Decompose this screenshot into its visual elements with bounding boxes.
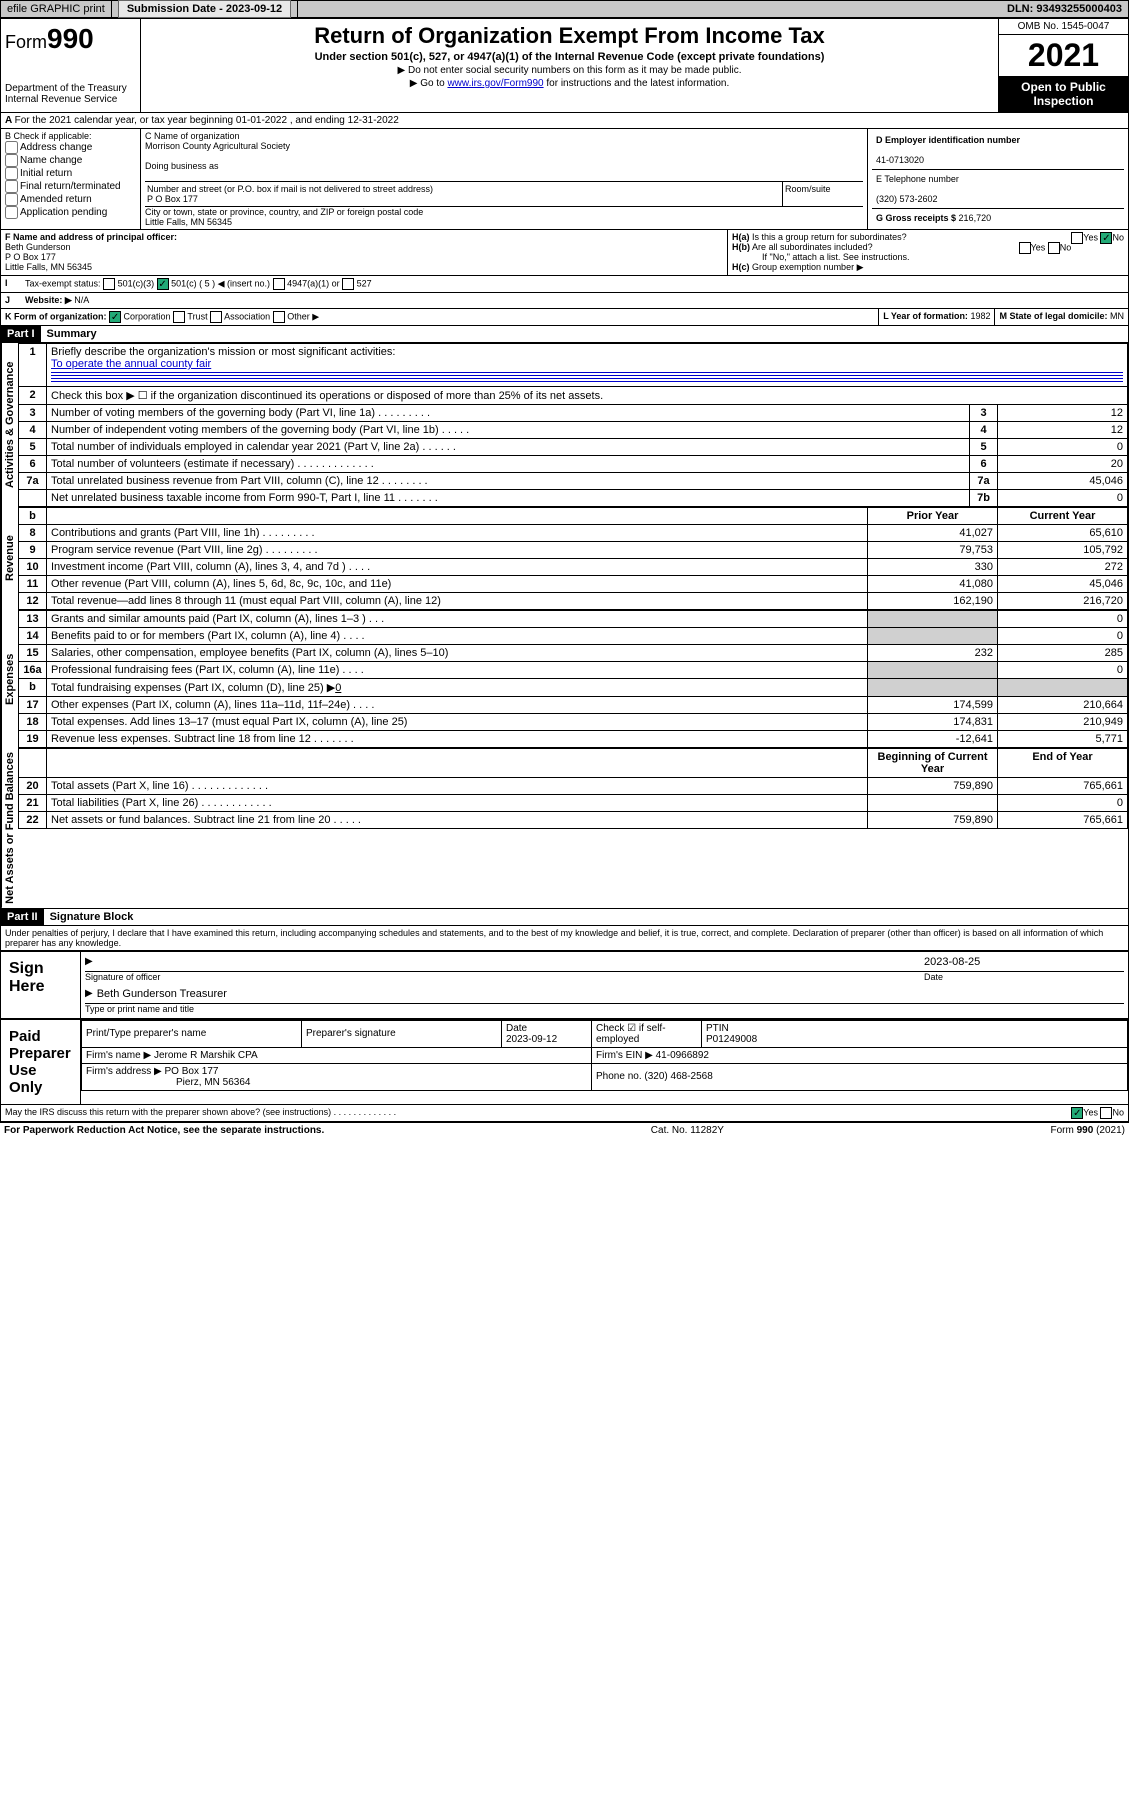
- sign-date: 2023-08-25: [924, 956, 1124, 971]
- part-i-header: Part I: [1, 326, 41, 342]
- h-a: H(a) Is this a group return for subordin…: [732, 232, 1124, 242]
- tax-exempt-status: Tax-exempt status: 501(c)(3) ✓ 501(c) ( …: [21, 276, 1128, 292]
- self-employed: Check ☑ if self-employed: [592, 1020, 702, 1047]
- room-suite: Room/suite: [783, 182, 863, 207]
- form-header: Form990 Department of the Treasury Inter…: [0, 18, 1129, 113]
- discuss-answer: ✓Yes No: [1067, 1105, 1128, 1121]
- cb-final-return[interactable]: Final return/terminated: [5, 180, 136, 193]
- line-a: A For the 2021 calendar year, or tax yea…: [1, 113, 403, 128]
- form-footer: Form 990 (2021): [1051, 1125, 1125, 1136]
- bcy-hdr: Beginning of Current Year: [868, 749, 998, 778]
- vlabel-netassets: Net Assets or Fund Balances: [1, 748, 18, 908]
- cb-amended-return[interactable]: Amended return: [5, 193, 136, 206]
- principal-officer: F Name and address of principal officer:…: [5, 232, 723, 272]
- vlabel-activities: Activities & Governance: [1, 343, 18, 507]
- type-name-lbl: Type or print name and title: [85, 1004, 1124, 1014]
- cb-application-pending[interactable]: Application pending: [5, 206, 136, 219]
- ein-block: D Employer identification number41-07130…: [872, 131, 1124, 170]
- preparer-sig-hdr: Preparer's signature: [302, 1020, 502, 1047]
- eoy-hdr: End of Year: [998, 749, 1128, 778]
- goto-note: ▶ Go to www.irs.gov/Form990 for instruct…: [145, 78, 994, 89]
- cat-no: Cat. No. 11282Y: [651, 1125, 724, 1136]
- line-16b: Total fundraising expenses (Part IX, col…: [47, 679, 868, 697]
- mission-link[interactable]: To operate the annual county fair: [51, 358, 211, 370]
- vlabel-expenses: Expenses: [1, 610, 18, 748]
- form-990-label: Form990: [5, 23, 136, 55]
- state-domicile: M State of legal domicile: MN: [995, 309, 1128, 325]
- open-inspection: Open to PublicInspection: [999, 76, 1128, 112]
- section-b-title: B Check if applicable:: [5, 131, 136, 141]
- perjury-declaration: Under penalties of perjury, I declare th…: [1, 926, 1128, 950]
- firm-name: Firm's name ▶ Jerome R Marshik CPA: [82, 1047, 592, 1063]
- cb-address-change[interactable]: Address change: [5, 141, 136, 154]
- paperwork-notice: For Paperwork Reduction Act Notice, see …: [4, 1125, 324, 1136]
- date-lbl: Date: [924, 972, 1124, 982]
- irs-label: Internal Revenue Service: [5, 94, 136, 105]
- firm-ein: Firm's EIN ▶ 41-0966892: [592, 1047, 1128, 1063]
- officer-name: Beth Gunderson Treasurer: [97, 988, 227, 1003]
- prior-year-hdr: Prior Year: [868, 508, 998, 525]
- dln: DLN: 93493255000403: [1001, 1, 1128, 17]
- vlabel-revenue: Revenue: [1, 507, 18, 610]
- ssn-note: ▶ Do not enter social security numbers o…: [145, 65, 994, 76]
- submission-date-button[interactable]: Submission Date - 2023-09-12: [118, 0, 291, 18]
- sig-officer-lbl: Signature of officer: [85, 972, 924, 982]
- year-formation: L Year of formation: 1982: [878, 309, 995, 325]
- org-name-block: C Name of organizationMorrison County Ag…: [145, 131, 863, 182]
- line-2: Check this box ▶ ☐ if the organization d…: [47, 387, 1128, 405]
- firm-phone: Phone no. (320) 468-2568: [592, 1063, 1128, 1090]
- ptin: PTINP01249008: [702, 1020, 1128, 1047]
- cb-name-change[interactable]: Name change: [5, 154, 136, 167]
- form-subtitle: Under section 501(c), 527, or 4947(a)(1)…: [145, 51, 994, 63]
- form-of-org: K Form of organization: ✓ Corporation Tr…: [1, 309, 878, 325]
- paid-preparer-label: Paid Preparer Use Only: [1, 1020, 81, 1104]
- dept-treasury: Department of the Treasury: [5, 83, 136, 94]
- form-title: Return of Organization Exempt From Incom…: [145, 23, 994, 49]
- preparer-date: Date2023-09-12: [502, 1020, 592, 1047]
- current-year-hdr: Current Year: [998, 508, 1128, 525]
- h-c: H(c) Group exemption number ▶: [732, 262, 1124, 273]
- cb-initial-return[interactable]: Initial return: [5, 167, 136, 180]
- preparer-name-hdr: Print/Type preparer's name: [82, 1020, 302, 1047]
- h-b: H(b) Are all subordinates included? Yes …: [732, 242, 1124, 252]
- gross-receipts: G Gross receipts $ 216,720: [872, 209, 1124, 227]
- part-ii-title: Signature Block: [44, 909, 140, 925]
- part-ii-header: Part II: [1, 909, 44, 925]
- irs-link[interactable]: www.irs.gov/Form990: [447, 78, 543, 89]
- discuss-question: May the IRS discuss this return with the…: [1, 1105, 1067, 1121]
- firm-address: Firm's address ▶ PO Box 177Pierz, MN 563…: [82, 1063, 592, 1090]
- phone-block: E Telephone number(320) 573-2602: [872, 170, 1124, 209]
- sign-here-label: Sign Here: [1, 952, 81, 1018]
- part-i-title: Summary: [41, 326, 103, 342]
- omb-number: OMB No. 1545-0047: [999, 19, 1128, 35]
- tax-year: 2021: [999, 35, 1128, 76]
- street-address: Number and street (or P.O. box if mail i…: [145, 182, 783, 207]
- website: Website: ▶ N/A: [21, 293, 93, 308]
- city-state-zip: City or town, state or province, country…: [145, 207, 863, 227]
- top-bar: efile GRAPHIC print Submission Date - 20…: [0, 0, 1129, 18]
- efile-label: efile GRAPHIC print: [1, 1, 112, 17]
- mission-block: Briefly describe the organization's miss…: [47, 344, 1128, 387]
